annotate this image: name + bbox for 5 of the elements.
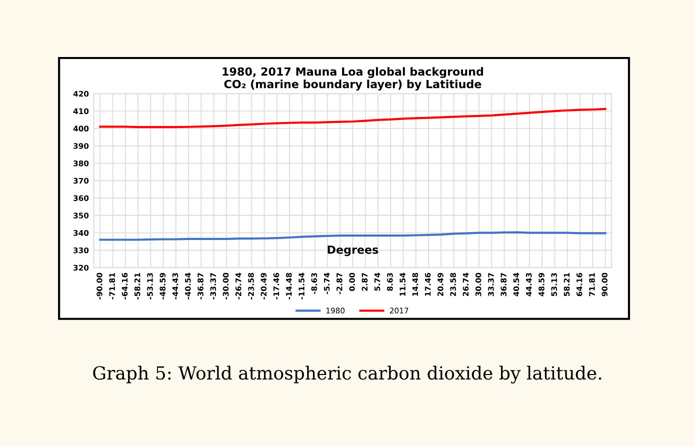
line-series [99,108,606,128]
caption: Graph 5: World atmospheric carbon dioxide by latitude. [93,366,602,384]
chart-title: 1980, 2017 Mauna Loa global background CO₂ (marine boundary layer) by Latitiude [222,67,483,90]
x-axis-title: Degrees [328,246,378,256]
line-series [99,231,606,241]
